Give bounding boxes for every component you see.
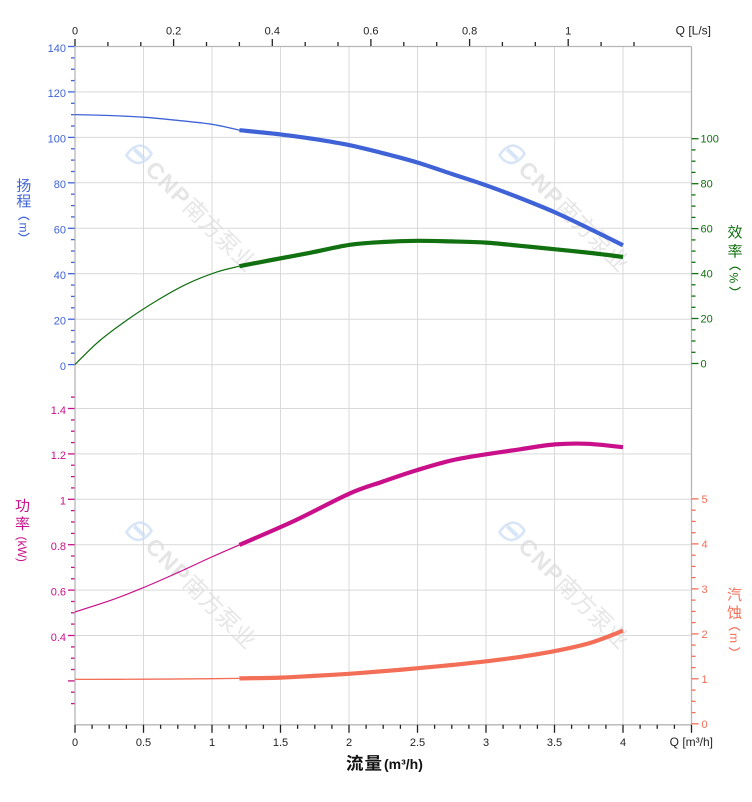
svg-text:1: 1 [60, 496, 66, 508]
svg-text:40: 40 [701, 269, 713, 281]
svg-text:0.4: 0.4 [265, 26, 280, 38]
svg-text:2: 2 [702, 629, 708, 641]
svg-text:0: 0 [702, 719, 708, 731]
svg-text:1.4: 1.4 [51, 405, 66, 417]
svg-text:20: 20 [701, 314, 713, 326]
svg-text:0: 0 [72, 26, 78, 38]
svg-text:100: 100 [701, 134, 719, 146]
svg-text:4: 4 [620, 737, 626, 749]
svg-text:m: m [16, 223, 30, 233]
svg-text:80: 80 [54, 179, 66, 191]
svg-text:0.6: 0.6 [51, 586, 66, 598]
svg-text:1: 1 [702, 674, 708, 686]
svg-text:3: 3 [702, 584, 708, 596]
svg-text:0.2: 0.2 [166, 26, 181, 38]
svg-text:80: 80 [701, 179, 713, 191]
svg-text:100: 100 [48, 134, 66, 146]
svg-text:40: 40 [54, 270, 66, 282]
svg-text:0.5: 0.5 [136, 737, 151, 749]
svg-text:0.4: 0.4 [51, 632, 66, 644]
svg-text:3: 3 [483, 737, 489, 749]
svg-text:2: 2 [346, 737, 352, 749]
svg-text:0.8: 0.8 [51, 541, 66, 553]
svg-text:5: 5 [702, 494, 708, 506]
svg-text:(kW): (kW) [15, 537, 29, 562]
svg-text:0: 0 [701, 359, 707, 371]
svg-text:Q [m³/h]: Q [m³/h] [670, 735, 713, 749]
svg-text:60: 60 [54, 225, 66, 237]
svg-text:20: 20 [54, 316, 66, 328]
svg-text:1: 1 [565, 26, 571, 38]
svg-text:3.5: 3.5 [547, 737, 562, 749]
svg-text:(m³/h): (m³/h) [384, 756, 423, 772]
svg-text:1.2: 1.2 [51, 450, 66, 462]
svg-text:Q [L/s]: Q [L/s] [676, 24, 711, 38]
svg-text:0.8: 0.8 [462, 26, 477, 38]
svg-text:m: m [727, 633, 741, 643]
svg-text:%: % [727, 273, 741, 284]
svg-text:0: 0 [60, 361, 66, 373]
svg-text:1: 1 [209, 737, 215, 749]
svg-text:140: 140 [48, 43, 66, 55]
svg-text:1.5: 1.5 [273, 737, 288, 749]
svg-text:2.5: 2.5 [410, 737, 425, 749]
svg-text:60: 60 [701, 224, 713, 236]
svg-text:120: 120 [48, 88, 66, 100]
svg-text:4: 4 [702, 539, 708, 551]
svg-text:0.6: 0.6 [363, 26, 378, 38]
svg-text:0: 0 [72, 737, 78, 749]
